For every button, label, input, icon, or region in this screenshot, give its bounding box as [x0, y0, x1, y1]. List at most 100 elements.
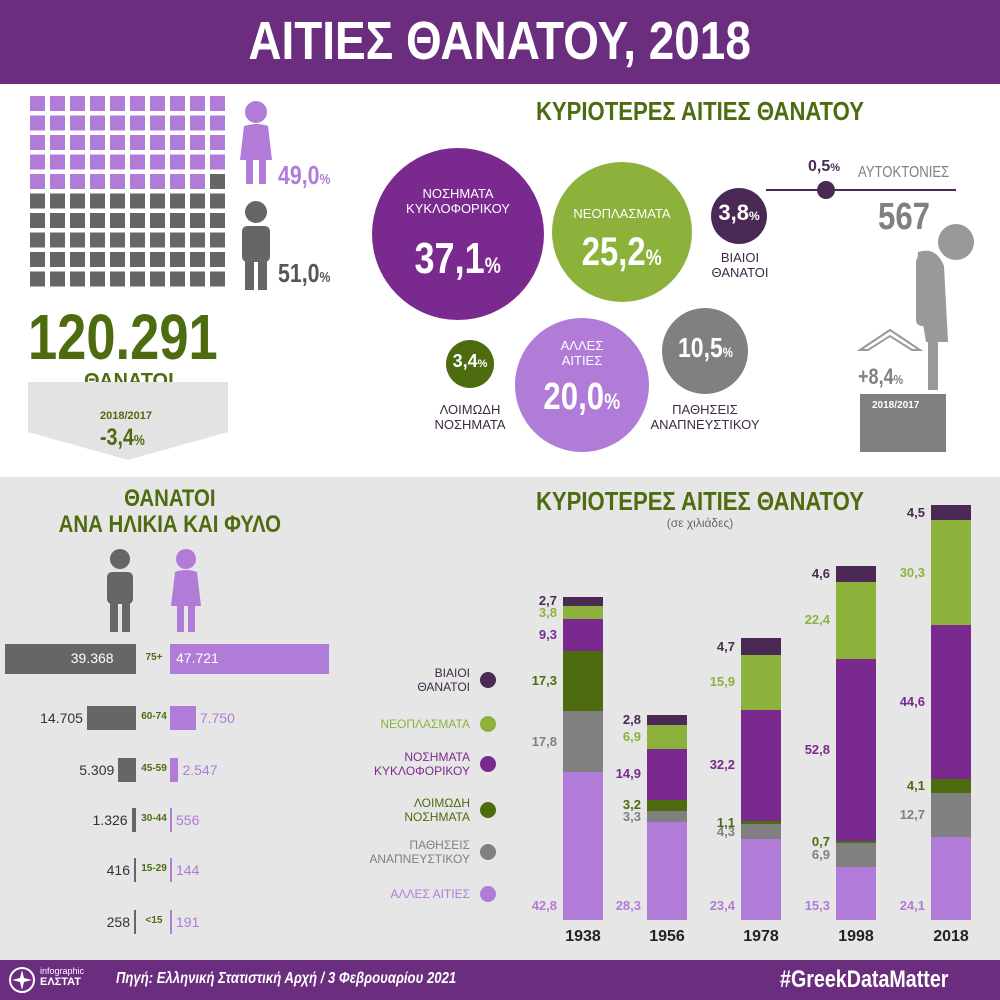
waffle-square-women — [170, 96, 185, 111]
waffle-square-women — [210, 154, 225, 170]
waffle-square-women — [50, 174, 65, 189]
footer-source: Πηγή: Ελληνική Στατιστική Αρχή / 3 Φεβρο… — [116, 970, 457, 987]
waffle-square-women — [110, 174, 125, 189]
waffle-square-women — [190, 154, 205, 170]
female-bar — [170, 858, 172, 882]
female-bar — [170, 910, 172, 934]
waffle-square-women — [50, 115, 65, 131]
waffle-square-women — [70, 154, 85, 170]
female-value: 47.721 — [176, 650, 219, 666]
waffle-square-men — [90, 193, 105, 209]
suicide-period: 2018/2017 — [872, 400, 920, 411]
waffle-square-women — [30, 135, 45, 150]
age-group-label: 75+ — [145, 652, 163, 663]
waffle-square-men — [130, 193, 145, 209]
logo-text: infographic ΕΛΣΤΑΤ — [40, 966, 85, 988]
female-value: 2.547 — [182, 762, 218, 778]
waffle-square-men — [170, 232, 185, 248]
change-value: -3,4% — [100, 424, 145, 451]
waffle-square-men — [110, 232, 125, 248]
waffle-square-men — [50, 271, 65, 287]
waffle-square-women — [70, 115, 85, 131]
waffle-square-women — [170, 135, 185, 150]
waffle-square-women — [130, 115, 145, 131]
waffle-square-women — [190, 174, 205, 189]
waffle-square-men — [30, 252, 45, 267]
waffle-square-women — [30, 174, 45, 189]
waffle-square-men — [130, 232, 145, 248]
male-value: 1.326 — [92, 812, 128, 828]
waffle-square-women — [90, 154, 105, 170]
page-title: ΑΙΤΙΕΣ ΘΑΝΑΤΟΥ, 2018 — [248, 11, 752, 71]
waffle-square-men — [30, 271, 45, 287]
waffle-square-men — [150, 232, 165, 248]
waffle-square-men — [150, 193, 165, 209]
suicide-percent: 0,5% — [808, 158, 841, 175]
waffle-square-men — [50, 193, 65, 209]
waffle-square-men — [110, 193, 125, 209]
waffle-square-women — [70, 96, 85, 111]
suicide-change: +8,4% — [858, 364, 904, 389]
waffle-square-women — [190, 135, 205, 150]
waffle-square-men — [70, 252, 85, 267]
waffle-square-men — [210, 193, 225, 209]
waffle-square-men — [130, 252, 145, 267]
stacked-chart-subtitle: (σε χιλιάδες) — [666, 516, 734, 530]
waffle-square-men — [150, 213, 165, 228]
male-bar — [118, 758, 136, 782]
waffle-square-men — [50, 213, 65, 228]
waffle-square-women — [130, 174, 145, 189]
waffle-grid — [30, 96, 225, 287]
suicide-label: ΑΥΤΟΚΤΟΝΙΕΣ — [858, 164, 950, 181]
waffle-square-men — [50, 232, 65, 248]
waffle-square-men — [170, 193, 185, 209]
waffle-square-women — [50, 154, 65, 170]
women-percent: 49,0% — [278, 160, 331, 190]
waffle-square-men — [130, 271, 145, 287]
waffle-square-men — [190, 252, 205, 267]
woman-icon — [240, 101, 272, 184]
waffle-square-women — [110, 115, 125, 131]
waffle-square-men — [110, 252, 125, 267]
waffle-square-men — [210, 232, 225, 248]
waffle-square-women — [150, 115, 165, 131]
waffle-square-women — [150, 135, 165, 150]
down-arrow-shape — [28, 382, 228, 460]
waffle-square-women — [30, 96, 45, 111]
waffle-square-women — [30, 115, 45, 131]
male-value: 5.309 — [79, 762, 115, 778]
male-value: 39.368 — [70, 650, 114, 666]
age-pyramid: 75+ 39.368 47.721 60-74 14.705 7.750 45-59 5.30… — [0, 0, 340, 1000]
female-bar — [170, 706, 196, 730]
female-bar — [170, 644, 330, 674]
waffle-square-women — [110, 154, 125, 170]
respiratory-bubble: 10,5% — [662, 308, 748, 394]
waffle-square-women — [110, 96, 125, 111]
age-group-label: 45-59 — [141, 763, 167, 774]
waffle-square-women — [170, 115, 185, 131]
waffle-square-women — [210, 115, 225, 131]
waffle-square-men — [210, 174, 225, 189]
age-group-label: 30-44 — [141, 813, 167, 824]
violent-label: ΒΙΑΙΟΙ ΘΑΝΑΤΟΙ — [711, 250, 769, 280]
waffle-square-men — [150, 252, 165, 267]
age-sex-title: ΘΑΝΑΤΟΙ ΑΝΑ ΗΛΙΚΙΑ ΚΑΙ ΦΥΛΟ — [58, 485, 282, 538]
waffle-square-men — [70, 271, 85, 287]
other-causes-bubble: ΑΛΛΕΣ ΑΙΤΙΕΣ 20,0% — [515, 318, 649, 452]
waffle-square-men — [210, 213, 225, 228]
female-bar — [170, 808, 172, 832]
waffle-square-women — [210, 135, 225, 150]
waffle-square-women — [210, 96, 225, 111]
violent-bubble: 3,8% — [711, 188, 767, 244]
age-group-label: <15 — [145, 915, 163, 926]
waffle-square-men — [190, 232, 205, 248]
waffle-square-men — [30, 193, 45, 209]
waffle-square-women — [150, 154, 165, 170]
waffle-square-women — [190, 115, 205, 131]
waffle-square-men — [110, 213, 125, 228]
female-value: 556 — [176, 812, 200, 828]
suicide-count: 567 — [878, 196, 930, 238]
waffle-square-men — [30, 213, 45, 228]
age-group-label: 15-29 — [141, 863, 167, 874]
male-bar — [4, 644, 136, 674]
